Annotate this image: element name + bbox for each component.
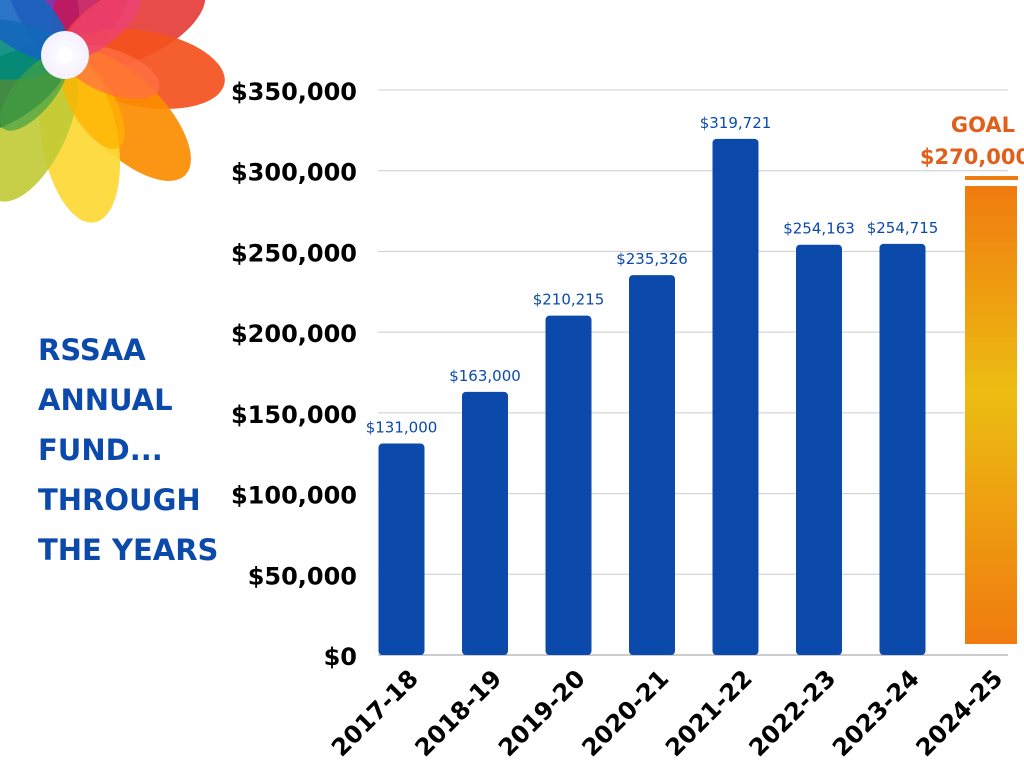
x-tick-label: 2017-18 <box>326 664 424 762</box>
side-title-line: THROUGH <box>38 483 201 517</box>
side-title-line: ANNUAL <box>38 383 173 417</box>
side-title-line: FUND... <box>38 433 163 467</box>
bar <box>545 315 592 655</box>
data-label: $210,215 <box>533 291 605 309</box>
data-label: $254,715 <box>867 219 939 237</box>
bar <box>629 275 675 655</box>
x-tick-label: 2022-23 <box>744 664 842 762</box>
x-tick-label: 2020-21 <box>577 664 675 762</box>
y-tick-label: $300,000 <box>231 159 357 187</box>
y-tick-label: $150,000 <box>231 401 357 429</box>
y-tick-label: $350,000 <box>231 78 357 106</box>
goal-label: GOAL <box>951 113 1015 137</box>
data-label: $235,326 <box>616 250 688 268</box>
bar <box>462 391 508 655</box>
x-tick-label: 2018-19 <box>410 664 508 762</box>
bar <box>796 244 842 655</box>
y-tick-label: $200,000 <box>231 320 357 348</box>
bar <box>712 138 759 655</box>
goal-value-label: $270,000 <box>920 145 1024 169</box>
bar <box>879 243 926 656</box>
side-title-line: RSSAA <box>38 333 146 367</box>
x-tick-label: 2019-20 <box>493 664 591 762</box>
y-tick-label: $50,000 <box>248 562 357 590</box>
data-label: $131,000 <box>366 419 438 437</box>
x-tick-label: 2021-22 <box>660 664 758 762</box>
bar <box>378 443 425 655</box>
y-tick-label: $100,000 <box>231 482 357 510</box>
goal-bar <box>965 186 1017 644</box>
side-title-line: THE YEARS <box>38 533 219 567</box>
x-tick-label: 2023-24 <box>827 664 925 762</box>
data-label: $319,721 <box>700 114 772 132</box>
data-label: $254,163 <box>783 220 855 238</box>
x-tick-label: 2024-25 <box>911 664 1009 762</box>
data-label: $163,000 <box>449 367 521 385</box>
flower-icon <box>0 0 225 223</box>
y-tick-label: $0 <box>324 643 357 671</box>
chart-side-title: RSSAA ANNUAL FUND... THROUGH THE YEARS <box>38 325 228 575</box>
y-tick-label: $250,000 <box>231 239 357 267</box>
